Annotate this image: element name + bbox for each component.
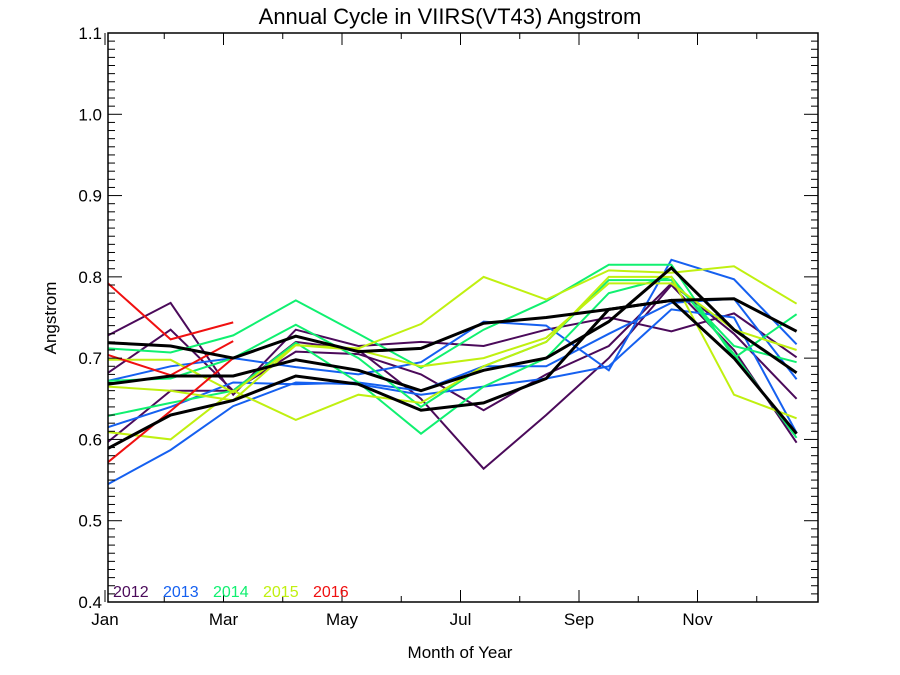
y-axis-label: Angstrom — [41, 282, 60, 355]
x-tick-label: Mar — [209, 610, 239, 629]
legend: 2012 2013 2014 2015 2016 — [113, 584, 349, 601]
y-tick-label: 0.5 — [78, 512, 102, 531]
y-tick-label: 0.4 — [78, 593, 102, 612]
series-line-2015-a — [108, 265, 798, 394]
y-tick-label: 0.8 — [78, 268, 102, 287]
legend-item-2012: 2012 — [113, 584, 149, 601]
x-tick-label: May — [326, 610, 359, 629]
plot-area — [107, 32, 819, 603]
series-line-2016-a — [107, 282, 234, 341]
y-tick-label: 1.0 — [78, 105, 102, 124]
x-tick-label: Jul — [450, 610, 472, 629]
y-tick-label: 0.7 — [78, 349, 102, 368]
legend-item-2013: 2013 — [163, 584, 199, 601]
x-axis: Jan Mar May Jul Sep Nov — [91, 33, 758, 629]
series-line-mean-c — [107, 298, 798, 450]
series-line-2013-a — [107, 258, 798, 382]
legend-item-2014: 2014 — [213, 584, 249, 601]
x-tick-label: Jan — [91, 610, 118, 629]
plot-frame — [107, 32, 819, 603]
series-layer — [107, 258, 798, 485]
x-tick-label: Sep — [564, 610, 594, 629]
legend-item-2015: 2015 — [263, 584, 299, 601]
y-tick-label: 0.6 — [78, 430, 102, 449]
y-tick-label: 0.9 — [78, 187, 102, 206]
series-line-mean-a — [107, 297, 798, 360]
series-line-2016-c — [107, 357, 234, 463]
chart-title: Annual Cycle in VIIRS(VT43) Angstrom — [259, 4, 642, 29]
x-tick-label: Nov — [682, 610, 713, 629]
legend-item-2016: 2016 — [313, 584, 349, 601]
x-axis-label: Month of Year — [408, 643, 513, 662]
y-axis: 0.4 0.5 0.6 0.7 0.8 0.9 1.0 1.1 — [78, 24, 818, 612]
series-line-2015-c — [107, 275, 797, 441]
series-line-2014-c — [107, 275, 798, 439]
series-line-mean-b — [107, 265, 798, 393]
y-tick-label: 1.1 — [78, 24, 102, 43]
